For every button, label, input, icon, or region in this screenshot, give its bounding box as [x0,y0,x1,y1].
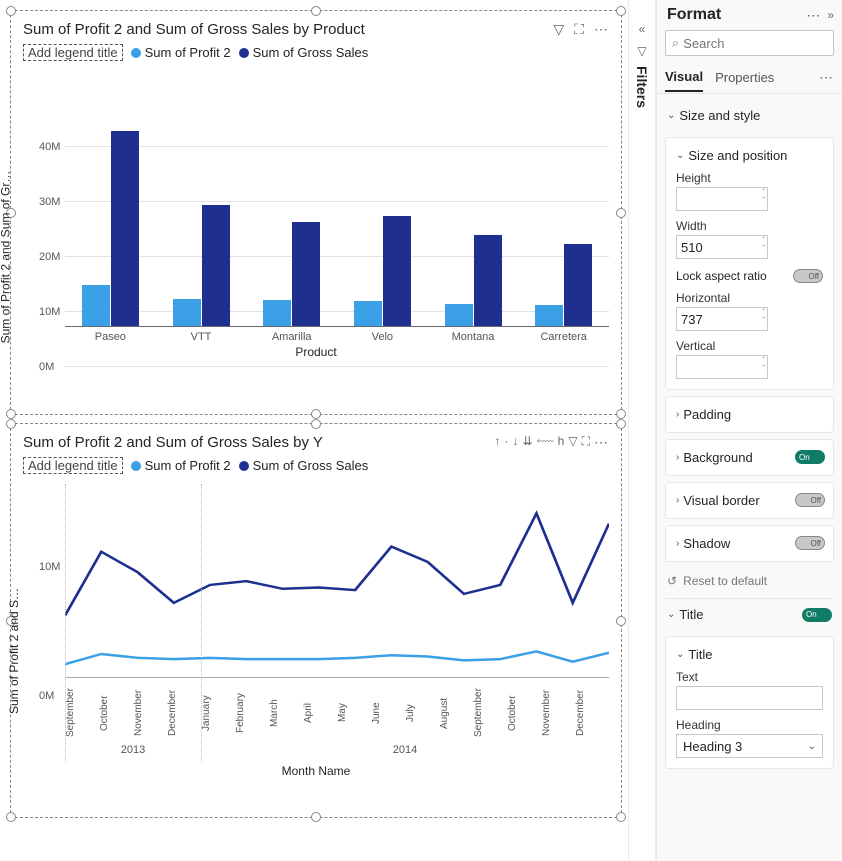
toggle-title-section[interactable]: On [802,608,832,622]
legend-title-placeholder[interactable]: Add legend title [23,457,123,474]
card-header[interactable]: ⌄Title [676,647,823,662]
line-chart-visual[interactable]: Sum of Profit 2 and Sum of Gross Sales b… [10,423,622,818]
report-canvas[interactable]: Sum of Profit 2 and Sum of Gross Sales b… [0,0,628,861]
legend-title-placeholder[interactable]: Add legend title [23,44,123,61]
input-width[interactable]: 510ˆˇ [676,235,768,259]
more-options-icon[interactable]: ⋯ [594,21,609,38]
chart-title: Sum of Profit 2 and Sum of Gross Sales b… [23,21,365,38]
toggle-lock-aspect[interactable]: Off [793,269,823,283]
label-text: Text [676,670,823,684]
drill-up-icon[interactable]: ↑ [495,434,501,451]
expand-filters-icon[interactable]: « [639,22,646,36]
format-search[interactable]: ⌕ [665,30,834,56]
reset-icon: ↺ [667,574,677,588]
drill-down-icon[interactable]: ↓ [513,434,519,451]
input-title-text[interactable] [676,686,823,710]
toggle-visual-border[interactable]: Off [795,493,825,507]
legend-item-gross[interactable]: Sum of Gross Sales [239,45,369,60]
bar-chart-visual[interactable]: Sum of Profit 2 and Sum of Gross Sales b… [10,10,622,415]
label-lock-aspect: Lock aspect ratio [676,269,767,283]
more-options-icon[interactable]: ⋯ [594,434,609,451]
legend-item-profit[interactable]: Sum of Profit 2 [131,45,231,60]
focus-mode-icon[interactable]: ⛶ [582,434,590,451]
legend-item-gross[interactable]: Sum of Gross Sales [239,458,369,473]
section-title[interactable]: ⌄Title On [665,598,834,630]
drill-toggle-icon[interactable]: · [505,434,509,451]
format-pane-title: Format [667,6,800,24]
filter-icon[interactable]: ▽ [637,44,646,58]
chart-title: Sum of Profit 2 and Sum of Gross Sales b… [23,434,323,451]
format-scroll[interactable]: ⌄Size and style ⌄Size and position Heigh… [657,94,842,861]
section-size-style[interactable]: ⌄Size and style [665,100,834,131]
select-heading[interactable]: Heading 3⌄ [676,734,823,758]
label-vertical: Vertical [676,339,823,353]
expand-all-icon[interactable]: ⬳ [537,434,554,451]
tab-visual[interactable]: Visual [665,63,703,92]
toggle-background[interactable]: On [795,450,825,464]
focus-mode-icon[interactable]: ⛶ [574,21,584,38]
hierarchy-icon[interactable]: h [558,434,565,451]
filters-label: Filters [634,66,650,108]
label-height: Height [676,171,823,185]
format-pane: Format ⋯ » ⌕ Visual Properties ⋯ ⌄Size a… [656,0,842,861]
more-options-icon[interactable]: ⋯ [806,7,821,24]
label-heading: Heading [676,718,823,732]
y-axis-label: Sum of Profit 2 and S… [7,587,21,713]
expand-down-icon[interactable]: ⇊ [523,434,533,451]
reset-to-default[interactable]: ↺Reset to default [657,568,842,594]
toggle-shadow[interactable]: Off [795,536,825,550]
search-input[interactable] [683,36,842,51]
card-size-position: ⌄Size and position Height ˆˇ Width 510ˆˇ… [665,137,834,390]
input-vertical[interactable]: ˆˇ [676,355,768,379]
filters-pane-collapsed[interactable]: « ▽ Filters [628,0,656,861]
search-icon: ⌕ [672,35,679,51]
x-axis-label: Month Name [11,762,621,784]
card-padding[interactable]: ›Padding [665,396,834,433]
label-horizontal: Horizontal [676,291,823,305]
card-shadow[interactable]: ›Shadow Off [665,525,834,562]
more-tabs-icon[interactable]: ⋯ [819,69,834,86]
y-axis-label: Sum of Profit 2 and Sum of Gr… [0,171,12,344]
card-background[interactable]: ›Background On [665,439,834,476]
collapse-pane-icon[interactable]: » [827,8,834,22]
card-title: ⌄Title Text Heading Heading 3⌄ [665,636,834,769]
card-header[interactable]: ⌄Size and position [676,148,823,163]
filter-icon[interactable]: ▽ [568,434,577,451]
label-width: Width [676,219,823,233]
filter-icon[interactable]: ▽ [553,21,564,38]
card-visual-border[interactable]: ›Visual border Off [665,482,834,519]
tab-properties[interactable]: Properties [715,64,774,91]
input-height[interactable]: ˆˇ [676,187,768,211]
legend-item-profit[interactable]: Sum of Profit 2 [131,458,231,473]
input-horizontal[interactable]: 737ˆˇ [676,307,768,331]
